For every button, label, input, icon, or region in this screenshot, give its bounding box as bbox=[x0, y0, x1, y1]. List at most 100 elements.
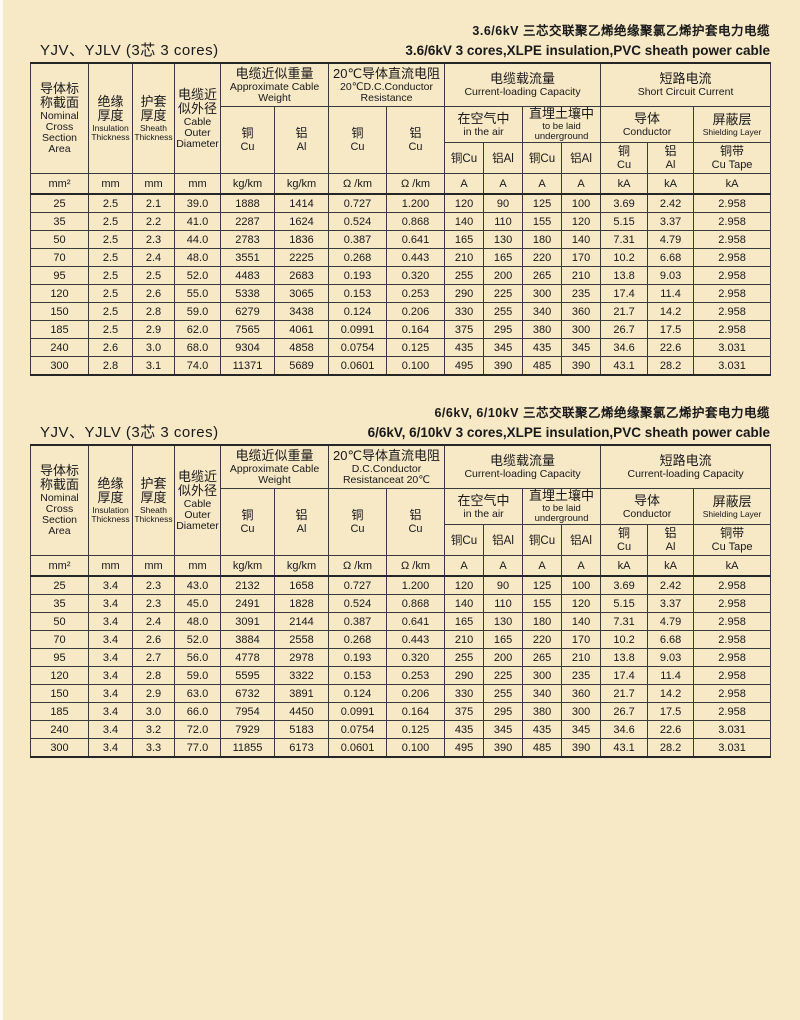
capacity-under-al: 铝Al bbox=[561, 524, 602, 556]
capacity-air-al: 铝Al bbox=[483, 524, 524, 556]
short-tape-en: Cu Tape bbox=[711, 159, 753, 171]
data-cell: 300 bbox=[522, 666, 563, 685]
col-sheath-en: Sheath Thickness bbox=[134, 123, 173, 142]
data-cell: 125 bbox=[522, 575, 563, 595]
data-cell: 2783 bbox=[220, 230, 275, 249]
data-cell: 2.3 bbox=[132, 594, 175, 613]
data-cell: 4450 bbox=[273, 702, 330, 721]
weight-cu-en: Cu bbox=[240, 523, 255, 535]
weight-cu: 铜 Cu bbox=[220, 106, 275, 174]
weight-al: 铝 Al bbox=[273, 106, 330, 174]
data-cell: 300 bbox=[561, 320, 602, 339]
data-cell: 3.4 bbox=[88, 648, 133, 667]
data-cell: 2.9 bbox=[132, 320, 175, 339]
data-cell: 220 bbox=[522, 630, 563, 649]
data-cell: 390 bbox=[483, 738, 524, 758]
data-cell: 5183 bbox=[273, 720, 330, 739]
data-cell: 1888 bbox=[220, 193, 275, 213]
data-cell: 3322 bbox=[273, 666, 330, 685]
table1-title-cn: 3.6/6kV 三芯交联聚乙烯绝缘聚氯乙烯护套电力电缆 bbox=[472, 24, 770, 38]
data-cell: 3.031 bbox=[693, 738, 772, 758]
table2-title-cn: 6/6kV, 6/10kV 三芯交联聚乙烯绝缘聚氯乙烯护套电力电缆 bbox=[434, 406, 770, 420]
data-cell: 300 bbox=[30, 738, 89, 758]
data-cell: 22.6 bbox=[647, 720, 695, 739]
data-cell: 170 bbox=[561, 248, 602, 267]
col-sheath: 护套厚度 Sheath Thickness bbox=[132, 444, 175, 556]
data-cell: 375 bbox=[444, 320, 485, 339]
data-cell: 0.443 bbox=[386, 248, 446, 267]
col-diameter-cn: 电缆近似外径 bbox=[177, 86, 217, 116]
data-cell: 340 bbox=[522, 302, 563, 321]
data-cell: 295 bbox=[483, 320, 524, 339]
col-section-en: Nominal Cross Section Area bbox=[40, 492, 79, 537]
group-capacity: 电缆载流量 Current-loading Capacity bbox=[444, 444, 602, 489]
short-cu-cn: 铜 bbox=[618, 526, 631, 540]
resistance-al: 铝 Cu bbox=[386, 106, 446, 174]
data-cell: 2.6 bbox=[88, 338, 133, 357]
data-cell: 77.0 bbox=[174, 738, 221, 758]
data-cell: 0.153 bbox=[328, 666, 388, 685]
group-resistance-en: D.C.Conductor Resistanceat 20℃ bbox=[342, 462, 431, 486]
unit-cell: mm² bbox=[30, 555, 89, 577]
unit-cell: kA bbox=[647, 555, 695, 577]
data-cell: 3.4 bbox=[88, 612, 133, 631]
data-cell: 1658 bbox=[273, 575, 330, 595]
data-cell: 265 bbox=[522, 648, 563, 667]
data-cell: 1828 bbox=[273, 594, 330, 613]
data-cell: 25 bbox=[30, 575, 89, 595]
capacity-underground-cn: 直埋土壤中 bbox=[529, 488, 595, 503]
short-tape-cn: 铜带 bbox=[720, 526, 745, 540]
data-cell: 2.5 bbox=[88, 193, 133, 213]
data-cell: 56.0 bbox=[174, 648, 221, 667]
data-cell: 220 bbox=[522, 248, 563, 267]
data-cell: 170 bbox=[561, 630, 602, 649]
capacity-air-al: 铝Al bbox=[483, 142, 524, 174]
data-cell: 17.5 bbox=[647, 702, 695, 721]
short-al-cn: 铝 bbox=[664, 144, 677, 158]
resistance-cu-cn: 铜 bbox=[351, 126, 364, 140]
data-cell: 0.100 bbox=[386, 356, 446, 376]
data-cell: 165 bbox=[483, 630, 524, 649]
short-tape-cn: 铜带 bbox=[720, 144, 745, 158]
capacity-underground: 直埋土壤中 to be laid underground bbox=[522, 106, 602, 143]
capacity-underground-cn: 直埋土壤中 bbox=[529, 106, 595, 121]
data-cell: 130 bbox=[483, 612, 524, 631]
weight-cu-cn: 铜 bbox=[241, 508, 254, 522]
data-cell: 290 bbox=[444, 284, 485, 303]
unit-cell: mm bbox=[174, 173, 221, 195]
data-cell: 4061 bbox=[273, 320, 330, 339]
data-cell: 360 bbox=[561, 684, 602, 703]
unit-cell: Ω /km bbox=[328, 173, 388, 195]
scan-edge-strip bbox=[0, 0, 3, 1020]
weight-al-cn: 铝 bbox=[295, 126, 308, 140]
data-cell: 74.0 bbox=[174, 356, 221, 376]
data-cell: 255 bbox=[444, 648, 485, 667]
data-cell: 28.2 bbox=[647, 356, 695, 376]
unit-cell: A bbox=[444, 555, 485, 577]
data-cell: 59.0 bbox=[174, 666, 221, 685]
col-diameter-en: Cable Outer Diameter bbox=[176, 497, 219, 532]
unit-cell: mm bbox=[132, 555, 175, 577]
unit-cell: kg/km bbox=[220, 173, 275, 195]
data-cell: 0.164 bbox=[386, 702, 446, 721]
data-cell: 185 bbox=[30, 320, 89, 339]
data-cell: 0.443 bbox=[386, 630, 446, 649]
unit-cell: mm bbox=[88, 173, 133, 195]
data-cell: 34.6 bbox=[600, 338, 649, 357]
data-cell: 0.641 bbox=[386, 230, 446, 249]
unit-cell: mm² bbox=[30, 173, 89, 195]
data-cell: 345 bbox=[561, 720, 602, 739]
data-cell: 120 bbox=[30, 284, 89, 303]
data-cell: 210 bbox=[444, 630, 485, 649]
resistance-al-cn: 铝 bbox=[409, 508, 422, 522]
data-cell: 50 bbox=[30, 230, 89, 249]
data-cell: 3884 bbox=[220, 630, 275, 649]
data-cell: 100 bbox=[561, 193, 602, 213]
capacity-under-cu: 铜Cu bbox=[522, 524, 563, 556]
data-cell: 3.4 bbox=[88, 702, 133, 721]
data-cell: 50 bbox=[30, 612, 89, 631]
short-tape: 铜带 Cu Tape bbox=[693, 142, 772, 174]
data-cell: 3.69 bbox=[600, 575, 649, 595]
data-cell: 4.79 bbox=[647, 612, 695, 631]
data-cell: 14.2 bbox=[647, 684, 695, 703]
